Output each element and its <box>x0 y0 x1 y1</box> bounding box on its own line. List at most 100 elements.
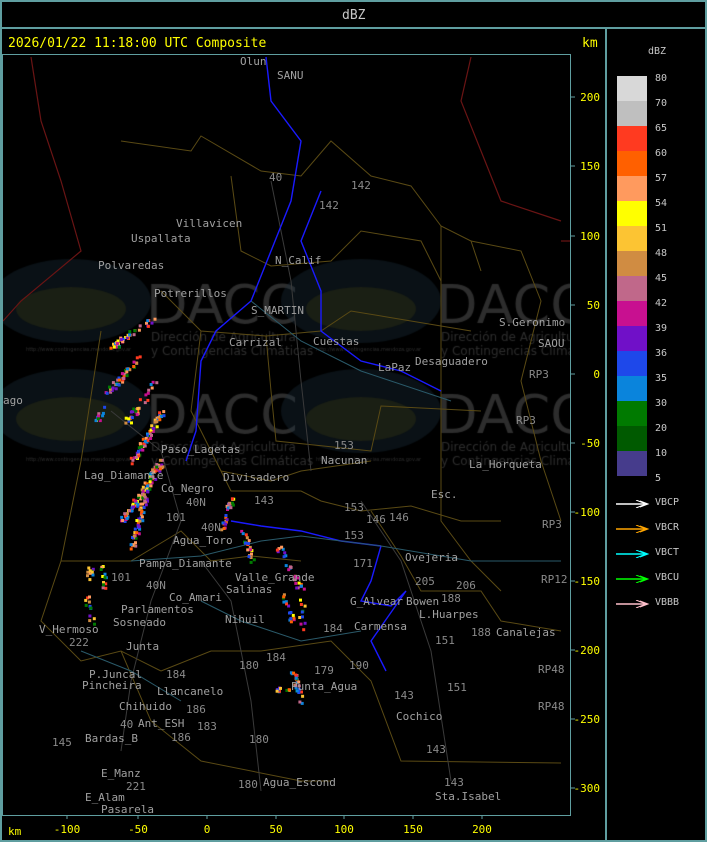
echo-pixel <box>141 502 145 506</box>
echo-pixel <box>226 508 229 511</box>
legend-swatch <box>617 276 647 301</box>
river <box>250 300 452 402</box>
echo-pixel <box>149 477 153 481</box>
route-label: 184 <box>266 651 286 664</box>
echo-pixel <box>244 533 248 537</box>
echo-pixel <box>101 575 105 578</box>
legend-swatch <box>617 101 647 126</box>
echo-pixel <box>88 604 92 608</box>
echo-pixel <box>250 552 253 556</box>
route-label: 184 <box>166 668 186 681</box>
echo-pixel <box>98 419 102 423</box>
department-border <box>440 226 502 592</box>
route-label: RP3 <box>542 518 562 531</box>
echo-pixel <box>244 541 247 545</box>
place-label: Valle_Grande <box>235 571 314 584</box>
radar-map[interactable]: Olun SANU Villavicen Uspallata Polvaredas Pot… <box>2 54 571 816</box>
echo-pixel <box>140 515 144 519</box>
echo-pixel <box>157 464 161 468</box>
echo-pixel <box>143 499 147 503</box>
echo-pixel <box>137 446 141 450</box>
echo-pixel <box>132 365 136 368</box>
echo-pixel <box>146 324 150 328</box>
echo-pixel <box>132 505 135 509</box>
place-label: Co_Negro <box>161 482 214 495</box>
echo-pixel <box>124 336 128 339</box>
echo-pixel <box>150 481 154 485</box>
echo-pixel <box>128 509 131 513</box>
echo-pixel <box>118 378 121 382</box>
legend-label: 60 <box>655 148 668 159</box>
echo-pixel <box>245 536 249 540</box>
place-label: ago <box>3 394 23 407</box>
echo-pixel <box>249 548 253 552</box>
route-label: 40N <box>201 521 221 534</box>
echo-pixel <box>146 434 150 438</box>
echo-pixel <box>145 497 149 501</box>
place-label: Desaguadero <box>415 355 488 368</box>
echo-pixel <box>96 417 100 421</box>
echo-pixel <box>241 532 245 536</box>
echo-pixel <box>86 574 89 578</box>
rivers <box>80 56 561 702</box>
echo-pixel <box>146 499 149 503</box>
echo-pixel <box>123 520 127 523</box>
echo-pixel <box>111 381 115 385</box>
echo-pixel <box>150 386 154 390</box>
department-border <box>470 240 562 522</box>
echo-pixel <box>294 684 298 688</box>
echo-pixel <box>299 622 303 626</box>
echo-pixel <box>281 547 285 551</box>
echo-pixel <box>138 442 142 446</box>
echo-pixel <box>157 415 161 419</box>
route-label: 221 <box>126 780 146 793</box>
route-label: 190 <box>349 659 369 672</box>
echo-pixel <box>155 381 159 385</box>
echo-pixel <box>287 568 291 572</box>
echo-pixel <box>149 437 153 440</box>
radar-arrow-icon <box>616 550 650 558</box>
echo-pixel <box>130 462 134 466</box>
legend-label: 65 <box>655 123 668 134</box>
legend-panel <box>605 27 707 842</box>
echo-pixel <box>222 527 226 530</box>
radar-name: VBCP <box>655 497 680 508</box>
legend-label: 5 <box>655 473 662 484</box>
echo-pixel <box>109 387 112 391</box>
echo-pixel <box>153 420 157 424</box>
echo-pixel <box>84 598 88 602</box>
echo-pixel <box>138 324 142 328</box>
echo-pixel <box>116 378 120 382</box>
echo-pixel <box>158 411 162 415</box>
legend-label: 57 <box>655 173 668 184</box>
echo-pixel <box>137 532 141 536</box>
place-label: Pampa_Diamante <box>139 557 232 570</box>
echo-pixel <box>134 407 138 411</box>
echo-pixel <box>91 573 95 577</box>
echo-pixel <box>284 564 288 568</box>
echo-pixel <box>143 401 147 405</box>
place-label: Nacunan <box>321 454 367 467</box>
echo-pixel <box>300 701 304 705</box>
echo-pixel <box>153 317 157 321</box>
echo-pixel <box>114 387 118 391</box>
echo-pixel <box>162 410 166 414</box>
map-canvas[interactable]: Olun SANU Villavicen Uspallata Polvaredas Pot… <box>3 55 571 816</box>
echo-pixel <box>112 342 115 346</box>
echo-pixel <box>298 700 302 704</box>
echo-pixel <box>124 416 128 420</box>
echo-pixel <box>125 512 129 516</box>
unit-bottom: km <box>8 825 22 838</box>
echo-pixel <box>300 610 304 614</box>
place-label: Pincheira <box>82 679 142 692</box>
echo-pixel <box>160 458 164 462</box>
echo-pixel <box>158 418 162 422</box>
place-label: G_Alvear <box>350 595 403 608</box>
place-label: Llancanelo <box>157 685 223 698</box>
place-label: E_Manz <box>101 767 141 780</box>
legend-swatch <box>617 251 647 276</box>
route-label: RP48 <box>538 700 565 713</box>
echo-pixel <box>132 333 136 337</box>
echo-pixel <box>297 688 301 691</box>
echo-pixel <box>289 611 293 614</box>
